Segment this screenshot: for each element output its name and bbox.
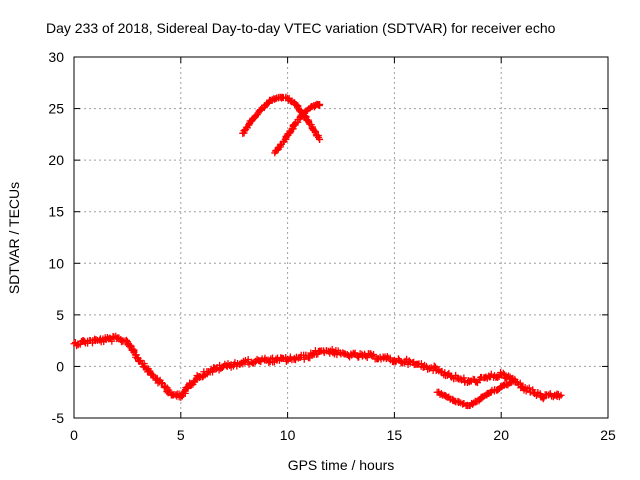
- y-tick-label: 0: [56, 358, 64, 374]
- y-tick-label: 5: [56, 307, 64, 323]
- data-point: [460, 374, 468, 382]
- data-point: [122, 336, 130, 344]
- y-tick-label: -5: [52, 410, 65, 426]
- data-point: [525, 384, 533, 392]
- x-axis-title: GPS time / hours: [288, 457, 395, 473]
- data-point: [508, 378, 516, 386]
- y-tick-label: 25: [48, 101, 64, 117]
- data-point: [557, 391, 565, 399]
- data-point: [472, 398, 480, 406]
- y-tick-label: 20: [48, 152, 64, 168]
- data-point: [507, 379, 515, 387]
- axis-ticks: [73, 56, 609, 419]
- series-3: [271, 100, 324, 157]
- x-tick-label: 25: [600, 427, 616, 443]
- x-tick-label: 0: [70, 427, 78, 443]
- data-point: [316, 100, 324, 108]
- y-tick-labels: -5 0 5 10 15 20 25 30: [48, 49, 64, 426]
- data-point: [405, 357, 413, 365]
- y-axis-title: SDTVAR / TECUs: [6, 182, 22, 294]
- data-point: [532, 391, 540, 399]
- y-tick-label: 30: [48, 49, 64, 65]
- data-point: [555, 393, 563, 401]
- data-point: [363, 354, 371, 362]
- series-1: [433, 378, 516, 410]
- series-2: [239, 93, 324, 144]
- y-tick-label: 15: [48, 204, 64, 220]
- x-tick-label: 15: [387, 427, 403, 443]
- data-point: [454, 374, 462, 382]
- data-point: [316, 136, 324, 144]
- chart-title: Day 233 of 2018, Sidereal Day-to-day VTE…: [46, 20, 556, 36]
- data-point: [370, 351, 378, 359]
- x-tick-label: 20: [493, 427, 509, 443]
- data-point: [191, 377, 199, 385]
- data-point: [209, 368, 217, 376]
- x-tick-label: 10: [280, 427, 296, 443]
- data-point: [455, 398, 463, 406]
- grid-lines: [74, 57, 608, 418]
- plot-frame: [73, 56, 609, 419]
- x-tick-labels: 0 5 10 15 20 25: [70, 427, 616, 443]
- data-point: [108, 337, 116, 345]
- data-point: [300, 355, 308, 363]
- series-0: [70, 332, 565, 403]
- data-point: [158, 379, 166, 387]
- data-point: [400, 359, 408, 367]
- data-point: [499, 369, 507, 377]
- x-tick-label: 5: [177, 427, 185, 443]
- data-point: [539, 395, 547, 403]
- data-point: [494, 373, 502, 381]
- data-points: [70, 93, 565, 410]
- data-point: [457, 375, 465, 383]
- y-tick-label: 10: [48, 255, 64, 271]
